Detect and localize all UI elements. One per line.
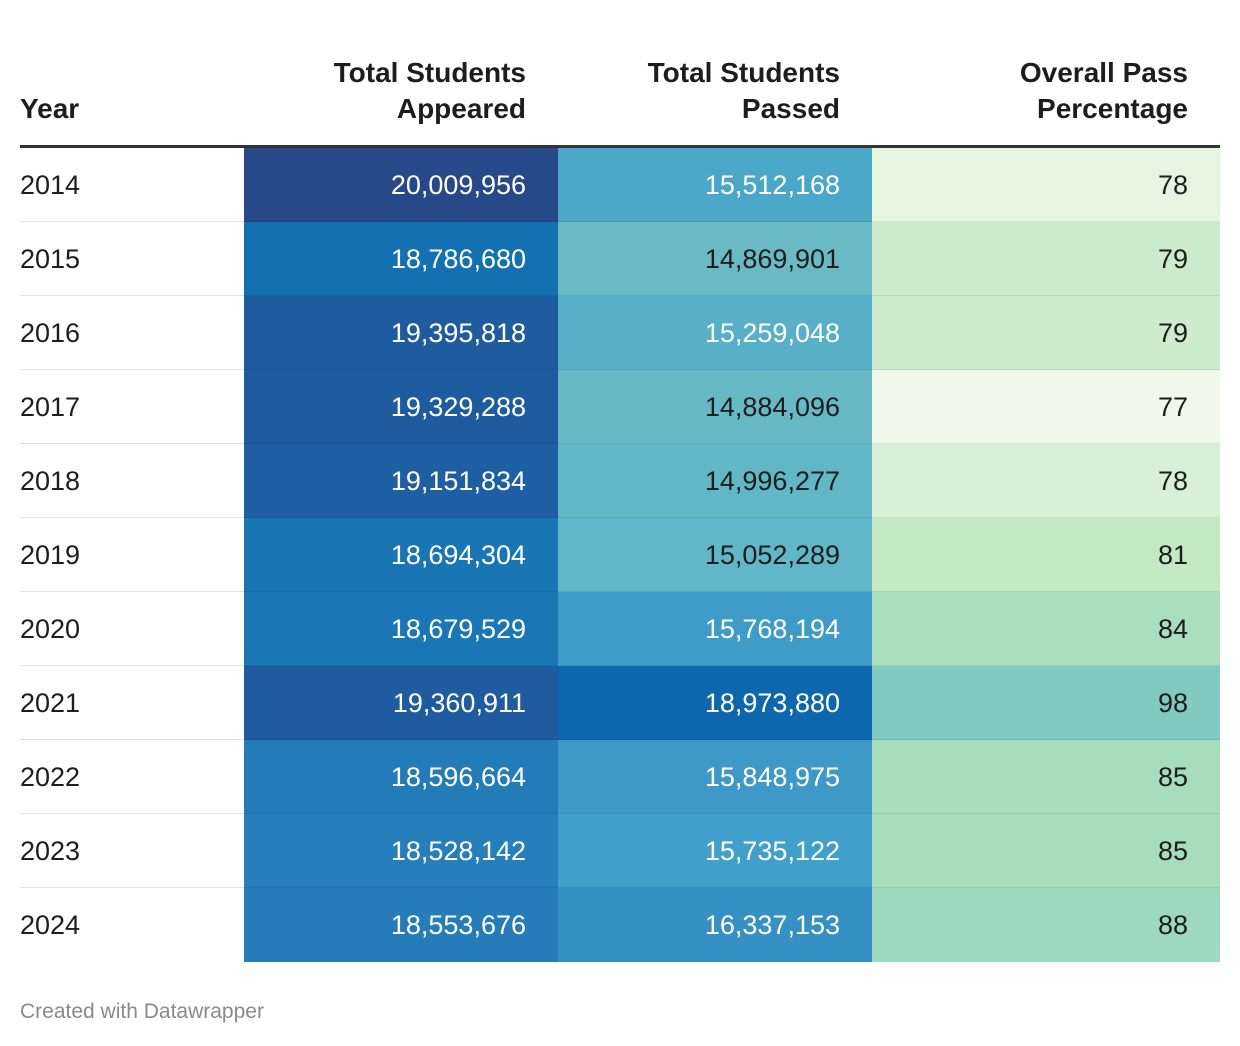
column-header-year: Year [20,91,79,127]
cell-pass-percentage: 77 [872,370,1220,444]
cell-year: 2014 [20,148,244,222]
cell-appeared: 18,528,142 [244,814,558,888]
cell-passed: 14,869,901 [558,222,872,296]
table-body: 2014 20,009,956 15,512,168 78 2015 18,786,680… [20,148,1220,962]
cell-pass-percentage: 88 [872,888,1220,962]
cell-year: 2022 [20,740,244,814]
column-header-passed-line2: Passed [741,93,840,124]
cell-passed: 16,337,153 [558,888,872,962]
cell-appeared: 19,395,818 [244,296,558,370]
cell-year: 2015 [20,222,244,296]
table-row: 2024 18,553,676 16,337,153 88 [20,888,1220,962]
table-row: 2019 18,694,304 15,052,289 81 [20,518,1220,592]
cell-year: 2019 [20,518,244,592]
table-header: Year Total Students Appeared Total Stude… [20,50,1220,148]
cell-pass-percentage: 79 [872,296,1220,370]
cell-year: 2021 [20,666,244,740]
table-row: 2021 19,360,911 18,973,880 98 [20,666,1220,740]
table-row: 2018 19,151,834 14,996,277 78 [20,444,1220,518]
data-table: Year Total Students Appeared Total Stude… [20,50,1220,962]
column-header-appeared: Total Students Appeared [244,55,526,127]
cell-year: 2023 [20,814,244,888]
cell-year: 2024 [20,910,81,940]
column-header-pct-line1: Overall Pass [1019,57,1188,88]
cell-pass-percentage: 78 [872,444,1220,518]
cell-appeared: 18,786,680 [244,222,558,296]
cell-appeared: 18,596,664 [244,740,558,814]
column-header-pass-percentage: Overall Pass Percentage [872,55,1188,127]
cell-passed: 15,052,289 [558,518,872,592]
column-header-appeared-line2: Appeared [396,93,526,124]
column-header-appeared-line1: Total Students [333,57,526,88]
cell-pass-percentage: 84 [872,592,1220,666]
cell-year: 2020 [20,592,244,666]
table-row: 2020 18,679,529 15,768,194 84 [20,592,1220,666]
cell-appeared: 19,329,288 [244,370,558,444]
cell-passed: 15,512,168 [558,148,872,222]
cell-passed: 15,735,122 [558,814,872,888]
cell-pass-percentage: 98 [872,666,1220,740]
table-row: 2023 18,528,142 15,735,122 85 [20,814,1220,888]
cell-pass-percentage: 79 [872,222,1220,296]
column-header-passed-line1: Total Students [647,57,840,88]
footer-credit: Created with Datawrapper [20,1000,264,1023]
cell-appeared: 18,553,676 [244,888,558,962]
column-header-pct-line2: Percentage [1037,93,1188,124]
table-row: 2015 18,786,680 14,869,901 79 [20,222,1220,296]
cell-pass-percentage: 81 [872,518,1220,592]
cell-pass-percentage: 78 [872,148,1220,222]
column-header-passed: Total Students Passed [558,55,840,127]
column-header-year-label: Year [20,93,80,124]
cell-appeared: 18,679,529 [244,592,558,666]
cell-appeared: 18,694,304 [244,518,558,592]
cell-passed: 15,259,048 [558,296,872,370]
cell-appeared: 19,151,834 [244,444,558,518]
table-row: 2017 19,329,288 14,884,096 77 [20,370,1220,444]
cell-pass-percentage: 85 [872,814,1220,888]
cell-passed: 15,768,194 [558,592,872,666]
table-row: 2014 20,009,956 15,512,168 78 [20,148,1220,222]
cell-appeared: 19,360,911 [244,666,558,740]
table-row: 2016 19,395,818 15,259,048 79 [20,296,1220,370]
cell-passed: 18,973,880 [558,666,872,740]
table-row: 2022 18,596,664 15,848,975 85 [20,740,1220,814]
cell-year: 2016 [20,296,244,370]
cell-appeared: 20,009,956 [244,148,558,222]
cell-pass-percentage: 85 [872,740,1220,814]
cell-year: 2018 [20,444,244,518]
cell-passed: 15,848,975 [558,740,872,814]
cell-passed: 14,884,096 [558,370,872,444]
cell-year: 2017 [20,370,244,444]
cell-passed: 14,996,277 [558,444,872,518]
